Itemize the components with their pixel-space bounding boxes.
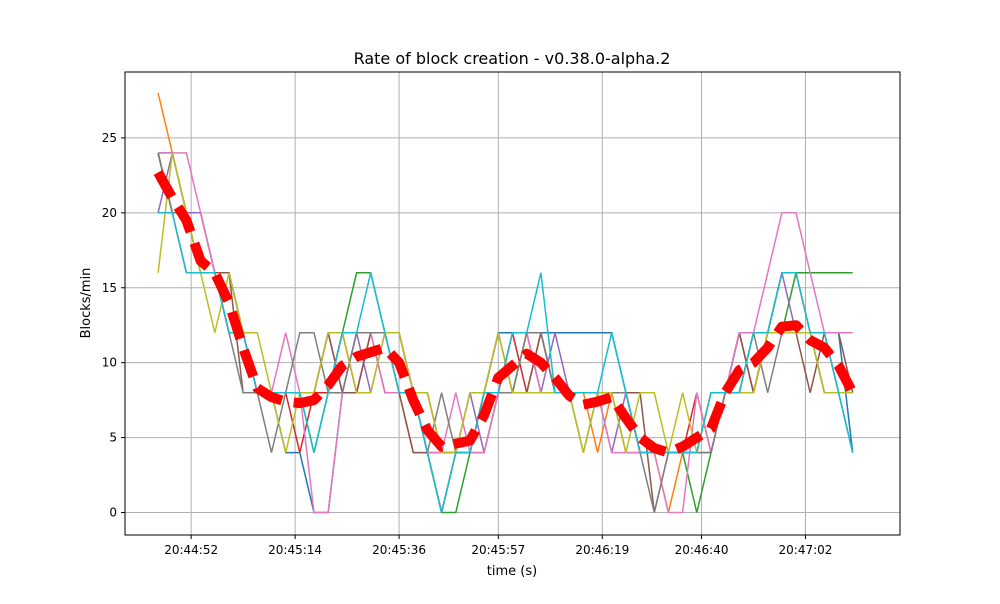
- series-line-2: [157, 92, 853, 513]
- series-line-4: [157, 152, 853, 454]
- x-tick-label: 20:45:14: [268, 543, 322, 557]
- axis-ticks: 20:44:52 20:45:14 20:45:36 20:45:57 20:46:19…: [102, 131, 833, 557]
- y-tick-label: 0: [109, 506, 117, 520]
- series-line-5: [157, 152, 853, 454]
- y-axis-label: Blocks/min: [79, 268, 94, 339]
- x-tick-label: 20:44:52: [164, 543, 218, 557]
- axes-frame: [124, 71, 901, 536]
- y-tick-label: 25: [102, 131, 117, 145]
- x-tick-label: 20:46:40: [675, 543, 729, 557]
- x-tick-label: 20:47:02: [779, 543, 833, 557]
- mean-line: [153, 169, 858, 458]
- grid: [125, 72, 900, 535]
- y-tick-label: 10: [102, 356, 117, 370]
- x-tick-label: 20:45:57: [471, 543, 525, 557]
- series-line-9: [157, 152, 853, 454]
- y-tick-label: 5: [109, 431, 117, 445]
- plot-area: [153, 92, 858, 514]
- y-tick-label: 20: [102, 206, 117, 220]
- y-tick-label: 15: [102, 281, 117, 295]
- x-axis-label: time (s): [487, 564, 537, 579]
- chart-title: Rate of block creation - v0.38.0-alpha.2: [354, 49, 671, 68]
- x-tick-label: 20:45:36: [372, 543, 426, 557]
- x-tick-label: 20:46:19: [575, 543, 629, 557]
